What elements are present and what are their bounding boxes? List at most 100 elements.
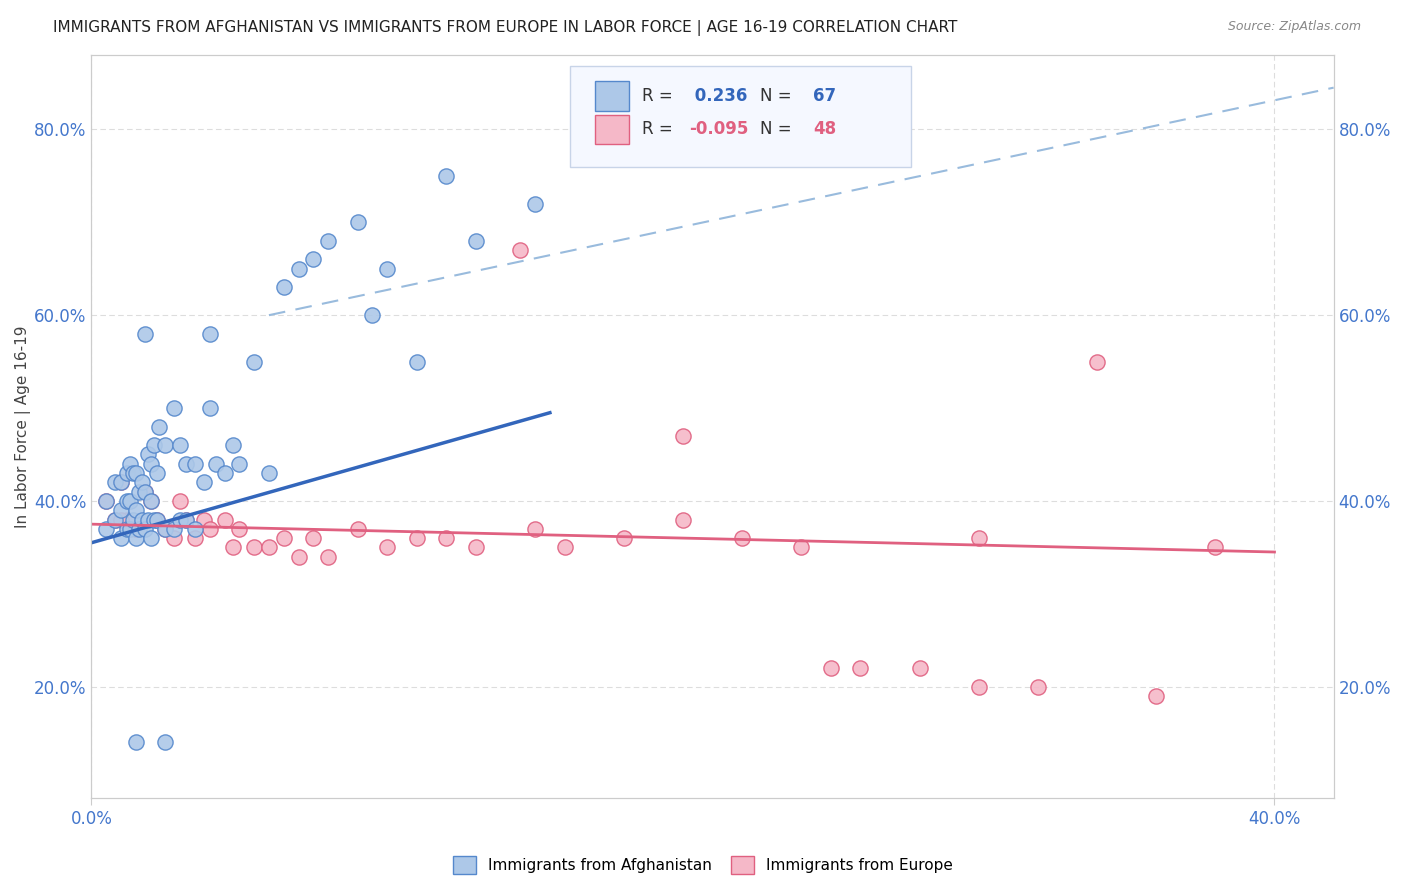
Point: [316, 234, 339, 248]
Point: [125, 522, 148, 536]
Point: [136, 512, 159, 526]
Point: [434, 169, 457, 183]
Point: [169, 512, 191, 526]
Text: 67: 67: [813, 87, 837, 105]
Point: [613, 531, 636, 545]
Point: [155, 522, 177, 536]
Point: [155, 735, 177, 749]
Point: [122, 512, 145, 526]
Point: [361, 308, 384, 322]
Point: [790, 541, 813, 555]
Point: [110, 503, 132, 517]
Point: [134, 522, 156, 536]
Point: [128, 484, 150, 499]
Point: [375, 261, 398, 276]
Point: [672, 429, 695, 443]
Point: [375, 541, 398, 555]
Point: [174, 512, 197, 526]
Point: [104, 475, 127, 490]
Point: [131, 475, 153, 490]
Point: [193, 475, 215, 490]
Point: [967, 680, 990, 694]
Point: [174, 457, 197, 471]
Point: [405, 531, 427, 545]
Point: [346, 522, 368, 536]
Point: [169, 494, 191, 508]
Point: [125, 531, 148, 545]
Point: [302, 531, 325, 545]
Point: [115, 466, 138, 480]
Point: [139, 531, 162, 545]
Point: [96, 522, 118, 536]
Point: [287, 549, 309, 564]
Text: 0.236: 0.236: [689, 87, 748, 105]
Point: [148, 419, 170, 434]
Text: IMMIGRANTS FROM AFGHANISTAN VS IMMIGRANTS FROM EUROPE IN LABOR FORCE | AGE 16-19: IMMIGRANTS FROM AFGHANISTAN VS IMMIGRANT…: [53, 20, 957, 36]
Point: [222, 438, 245, 452]
Point: [125, 522, 148, 536]
Point: [273, 531, 295, 545]
Point: [115, 512, 138, 526]
Point: [139, 494, 162, 508]
Point: [110, 475, 132, 490]
Point: [145, 466, 167, 480]
Point: [465, 541, 488, 555]
FancyBboxPatch shape: [569, 66, 911, 167]
Point: [136, 448, 159, 462]
Point: [302, 252, 325, 267]
Point: [184, 531, 207, 545]
Point: [316, 549, 339, 564]
Point: [134, 484, 156, 499]
Point: [131, 512, 153, 526]
Y-axis label: In Labor Force | Age 16-19: In Labor Force | Age 16-19: [15, 326, 31, 528]
Text: N =: N =: [759, 87, 797, 105]
Point: [967, 531, 990, 545]
Point: [169, 438, 191, 452]
Point: [96, 494, 118, 508]
Legend: Immigrants from Afghanistan, Immigrants from Europe: Immigrants from Afghanistan, Immigrants …: [447, 850, 959, 880]
FancyBboxPatch shape: [595, 114, 630, 145]
Point: [110, 475, 132, 490]
Point: [287, 261, 309, 276]
Point: [243, 541, 266, 555]
Point: [820, 661, 842, 675]
Point: [115, 494, 138, 508]
Point: [1204, 541, 1226, 555]
Point: [139, 494, 162, 508]
Text: -0.095: -0.095: [689, 120, 748, 138]
Point: [405, 354, 427, 368]
Point: [118, 494, 141, 508]
Point: [128, 522, 150, 536]
Point: [214, 466, 236, 480]
Point: [134, 326, 156, 341]
Point: [155, 522, 177, 536]
Point: [193, 512, 215, 526]
Text: Source: ZipAtlas.com: Source: ZipAtlas.com: [1227, 20, 1361, 33]
Point: [125, 735, 148, 749]
Text: R =: R =: [641, 87, 678, 105]
Point: [731, 531, 754, 545]
Point: [122, 466, 145, 480]
Point: [434, 531, 457, 545]
Point: [198, 401, 221, 415]
Point: [142, 512, 165, 526]
Point: [672, 512, 695, 526]
Point: [184, 457, 207, 471]
FancyBboxPatch shape: [595, 81, 630, 111]
Point: [228, 522, 250, 536]
Point: [163, 522, 186, 536]
Text: 48: 48: [813, 120, 837, 138]
Point: [1085, 354, 1108, 368]
Point: [908, 661, 931, 675]
Point: [524, 196, 547, 211]
Point: [110, 512, 132, 526]
Point: [198, 326, 221, 341]
Point: [243, 354, 266, 368]
Point: [163, 531, 186, 545]
Point: [1144, 689, 1167, 703]
Point: [465, 234, 488, 248]
Point: [554, 541, 576, 555]
Point: [104, 512, 127, 526]
Point: [257, 541, 280, 555]
Point: [110, 531, 132, 545]
